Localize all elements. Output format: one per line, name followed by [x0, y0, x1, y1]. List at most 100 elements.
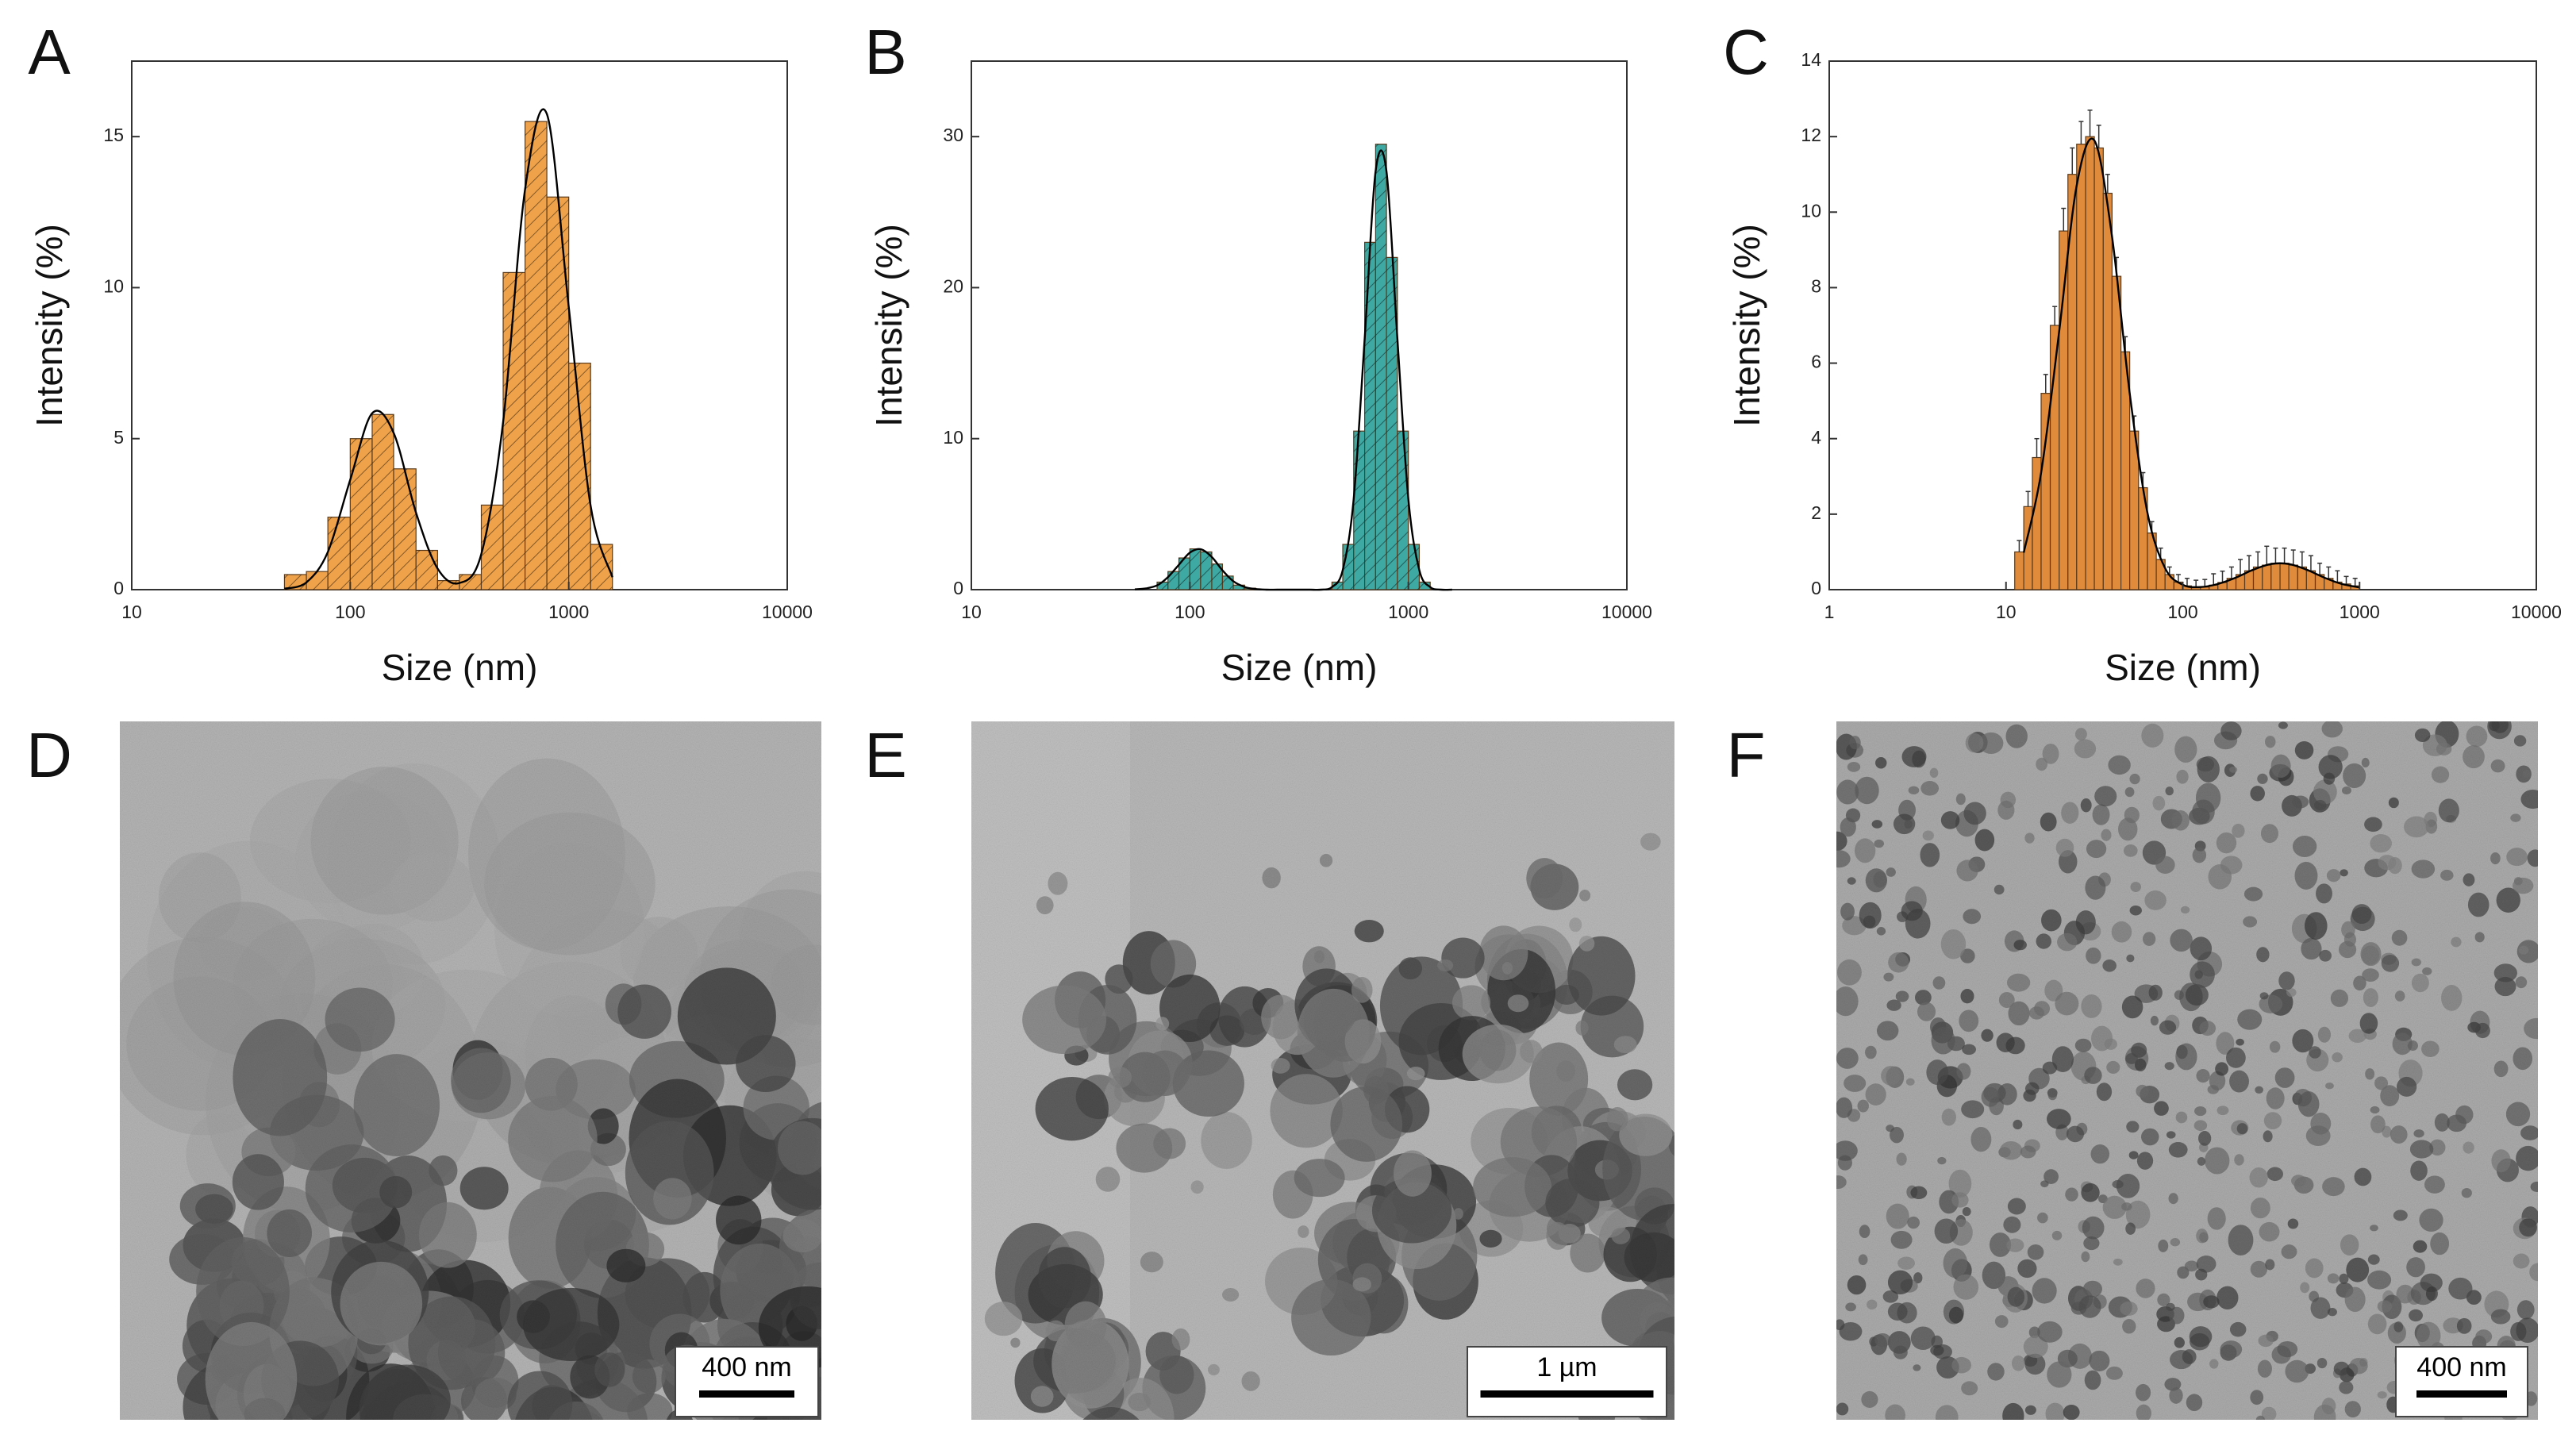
- particle: [2084, 1370, 2101, 1390]
- particle: [625, 1258, 710, 1330]
- bar: [2111, 275, 2122, 590]
- particle: [984, 1302, 1023, 1336]
- panel-label: A: [28, 17, 71, 87]
- tem-image: [1836, 721, 2538, 1420]
- particle: [617, 984, 671, 1039]
- particle: [1963, 802, 1986, 825]
- particle: [2346, 1257, 2370, 1282]
- particle: [2037, 1321, 2063, 1343]
- bar: [2102, 192, 2113, 590]
- particle: [2411, 973, 2429, 993]
- particle: [1678, 1305, 1712, 1332]
- particle: [2463, 744, 2485, 769]
- particle: [1155, 1017, 1170, 1031]
- fit-curve: [1134, 149, 1452, 591]
- particle: [1159, 974, 1221, 1043]
- particle: [1270, 1074, 1343, 1148]
- particle: [606, 1248, 646, 1282]
- error-bar: [2247, 555, 2252, 571]
- particle: [2186, 1394, 2203, 1412]
- particle: [2441, 985, 2463, 1011]
- particle: [1556, 1060, 1576, 1082]
- particle: [2134, 1058, 2147, 1072]
- particle: [2374, 1076, 2389, 1090]
- x-tick-label: 1000: [1388, 602, 1428, 622]
- particle: [2112, 1179, 2124, 1189]
- particle: [2190, 961, 2215, 988]
- particle: [2269, 1040, 2281, 1053]
- particle: [2370, 1225, 2378, 1232]
- particle: [2294, 740, 2314, 759]
- particle: [2249, 1167, 2268, 1188]
- particle: [2169, 1306, 2185, 1325]
- particle: [1847, 762, 1861, 772]
- particle: [1951, 1356, 1971, 1374]
- particle: [1961, 1100, 1985, 1119]
- particle: [2266, 1167, 2284, 1182]
- bar-hatch: [1397, 431, 1409, 590]
- particle: [2327, 1273, 2340, 1284]
- particle: [2195, 1268, 2208, 1281]
- particle: [2111, 921, 2132, 943]
- particle: [2305, 1258, 2324, 1279]
- particle: [1883, 972, 1894, 982]
- particle: [2080, 798, 2092, 813]
- particle: [2250, 1198, 2270, 1219]
- particle: [2229, 766, 2238, 773]
- particle: [1262, 867, 1281, 889]
- bar-hatch: [1353, 431, 1365, 590]
- particle: [2047, 1109, 2071, 1129]
- scale-box: [675, 1346, 819, 1417]
- particle: [1854, 838, 1876, 863]
- particle: [1873, 871, 1887, 888]
- particle: [1956, 859, 1978, 882]
- bar-hatch: [1157, 582, 1168, 590]
- plot-area: [131, 60, 788, 590]
- particle: [2259, 992, 2269, 1000]
- particle: [1208, 1363, 1220, 1376]
- particle: [2396, 1284, 2415, 1304]
- particle: [2519, 1218, 2538, 1237]
- bar-hatch: [1233, 585, 1245, 590]
- particle: [2436, 742, 2452, 756]
- error-bar: [2184, 577, 2190, 586]
- particle: [2409, 1140, 2434, 1159]
- particle: [1406, 1067, 1425, 1081]
- bar-hatch: [306, 571, 329, 590]
- particle: [1910, 1186, 1928, 1200]
- particle: [1354, 920, 1384, 943]
- particle: [1755, 1346, 1796, 1396]
- particle: [2006, 973, 2031, 992]
- particle: [625, 1121, 714, 1225]
- particle: [1897, 1256, 1916, 1270]
- particle: [1035, 1076, 1109, 1141]
- particle: [2081, 994, 2102, 1018]
- particle: [1937, 1156, 1947, 1165]
- particle: [2257, 773, 2268, 784]
- scale-box: [1467, 1346, 1667, 1417]
- particle: [2047, 1361, 2072, 1388]
- particle: [2083, 1236, 2100, 1251]
- particle: [1837, 959, 1862, 986]
- particle: [1030, 1386, 1054, 1407]
- particle: [2250, 1390, 2264, 1405]
- particle: [2493, 1060, 2509, 1078]
- particle: [2005, 724, 2028, 748]
- y-tick-label: 14: [1801, 49, 1821, 70]
- particle: [2180, 906, 2190, 914]
- particle: [1836, 1097, 1853, 1118]
- particle: [1901, 901, 1923, 921]
- particle: [1453, 1208, 1463, 1220]
- particle: [2404, 816, 2429, 838]
- error-bar: [2228, 566, 2234, 579]
- particle: [2363, 988, 2378, 1007]
- particle: [1865, 1083, 1886, 1106]
- panel-label: B: [864, 17, 906, 87]
- particle: [2236, 1038, 2244, 1046]
- bar: [2297, 566, 2307, 590]
- particle: [2354, 1167, 2372, 1186]
- error-bar: [2255, 551, 2261, 567]
- particle: [2136, 1404, 2151, 1420]
- particle: [2092, 804, 2110, 825]
